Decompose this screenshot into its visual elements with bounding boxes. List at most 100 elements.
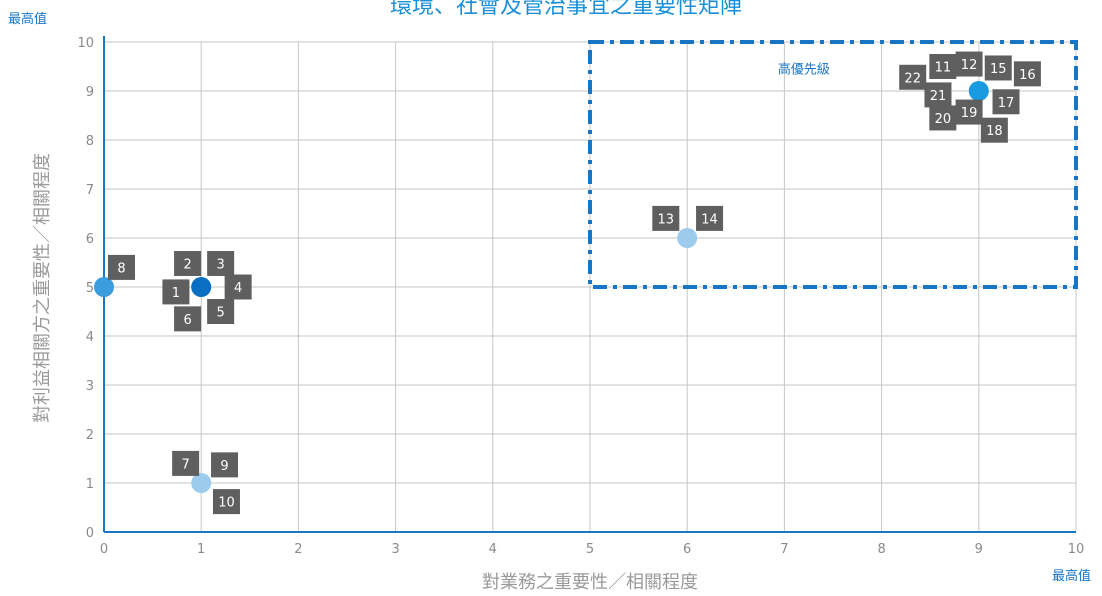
point-label-text: 7 bbox=[182, 457, 190, 472]
point-label-text: 3 bbox=[216, 257, 224, 272]
point-label-box bbox=[172, 450, 200, 476]
y-tick-label: 4 bbox=[86, 330, 94, 345]
point-label-box bbox=[1013, 61, 1041, 87]
point-label-box bbox=[696, 205, 724, 231]
point-label-text: 9 bbox=[220, 459, 228, 474]
y-tick-label: 6 bbox=[86, 232, 94, 247]
point-label-text: 12 bbox=[961, 58, 978, 73]
point-label: 10 bbox=[212, 489, 240, 515]
point-label: 17 bbox=[992, 89, 1020, 115]
point-label: 1 bbox=[162, 279, 190, 305]
data-point bbox=[191, 277, 212, 297]
point-label: 13 bbox=[652, 205, 680, 231]
point-label: 7 bbox=[172, 450, 200, 476]
point-label: 14 bbox=[696, 205, 724, 231]
point-label-box bbox=[212, 489, 240, 515]
data-point bbox=[94, 277, 114, 297]
data-point bbox=[191, 473, 212, 493]
y-tick-label: 2 bbox=[86, 428, 94, 443]
point-label: 19 bbox=[955, 99, 983, 125]
x-tick-label: 4 bbox=[489, 542, 497, 557]
point-label-text: 2 bbox=[183, 257, 191, 272]
point-label-text: 8 bbox=[117, 261, 125, 276]
point-label-text: 5 bbox=[216, 306, 224, 321]
y-tick-label: 7 bbox=[86, 183, 94, 198]
point-label-text: 19 bbox=[961, 106, 978, 121]
x-tick-label: 7 bbox=[780, 542, 788, 557]
point-label: 20 bbox=[929, 105, 957, 131]
point-label-box bbox=[174, 306, 202, 332]
point-label-text: 18 bbox=[986, 124, 1003, 139]
x-tick-label: 3 bbox=[391, 542, 399, 557]
point-label-text: 13 bbox=[658, 212, 675, 227]
point-label: 11 bbox=[929, 54, 957, 79]
point-label: 12 bbox=[955, 51, 983, 77]
y-tick-label: 0 bbox=[86, 526, 94, 541]
data-point bbox=[677, 228, 698, 248]
point-label: 18 bbox=[980, 117, 1008, 143]
point-label-box bbox=[984, 55, 1012, 81]
x-tick-label: 8 bbox=[877, 542, 885, 557]
data-points bbox=[94, 81, 989, 493]
x-axis-max-label: 最高值 bbox=[1052, 568, 1091, 584]
y-axis-max-label: 最高值 bbox=[8, 11, 47, 27]
point-label-box bbox=[211, 452, 239, 478]
y-tick-label: 10 bbox=[77, 36, 94, 51]
point-label-text: 16 bbox=[1019, 68, 1036, 83]
point-label-text: 4 bbox=[234, 281, 242, 296]
x-tick-label: 0 bbox=[100, 542, 108, 557]
point-label-box bbox=[174, 250, 202, 276]
x-tick-label: 1 bbox=[197, 542, 205, 557]
point-label-box bbox=[162, 279, 190, 305]
point-label-box bbox=[929, 105, 957, 131]
x-tick-label: 9 bbox=[975, 542, 983, 557]
point-label-box bbox=[929, 54, 957, 79]
point-label-text: 20 bbox=[935, 112, 952, 127]
point-label: 9 bbox=[211, 452, 239, 478]
point-label-text: 21 bbox=[930, 89, 947, 104]
high-priority-label: 高優先級 bbox=[778, 61, 830, 77]
point-label-box bbox=[980, 117, 1008, 143]
x-tick-label: 6 bbox=[683, 542, 691, 557]
point-label: 15 bbox=[984, 55, 1012, 81]
point-label-text: 14 bbox=[701, 212, 718, 227]
chart-title: 環境、社會及管治事宜之重要性矩陣 bbox=[390, 0, 742, 19]
data-point bbox=[968, 81, 989, 101]
point-label: 8 bbox=[107, 254, 135, 280]
point-label: 3 bbox=[207, 250, 235, 276]
point-label-text: 1 bbox=[172, 286, 180, 301]
point-label-box bbox=[107, 254, 135, 280]
y-axis-title: 對利益相關方之重要性／相關程度 bbox=[32, 153, 53, 423]
point-label-text: 15 bbox=[990, 62, 1007, 77]
x-tick-label: 2 bbox=[294, 542, 302, 557]
point-label-text: 10 bbox=[218, 496, 235, 511]
point-label: 5 bbox=[207, 299, 235, 324]
point-label-text: 11 bbox=[935, 61, 952, 76]
point-label-box bbox=[207, 299, 235, 324]
point-label: 22 bbox=[899, 64, 927, 90]
y-tick-label: 9 bbox=[86, 85, 94, 100]
point-label-box bbox=[207, 250, 235, 276]
y-tick-label: 8 bbox=[86, 134, 94, 149]
point-label-box bbox=[992, 89, 1020, 115]
point-label-box bbox=[224, 274, 252, 300]
point-label-text: 17 bbox=[998, 96, 1015, 111]
point-label-box bbox=[652, 205, 680, 231]
point-label-text: 6 bbox=[183, 313, 191, 328]
point-label: 21 bbox=[924, 82, 952, 108]
point-label: 6 bbox=[174, 306, 202, 332]
y-tick-label: 3 bbox=[86, 379, 94, 394]
point-label-box bbox=[924, 82, 952, 108]
y-tick-label: 5 bbox=[86, 281, 94, 296]
point-label-text: 22 bbox=[904, 71, 921, 86]
point-label-box bbox=[899, 64, 927, 90]
point-label: 2 bbox=[174, 250, 202, 276]
point-label-box bbox=[955, 99, 983, 125]
y-tick-label: 1 bbox=[86, 477, 94, 492]
point-label: 4 bbox=[224, 274, 252, 300]
point-label: 16 bbox=[1013, 61, 1041, 87]
x-tick-label: 5 bbox=[586, 542, 594, 557]
